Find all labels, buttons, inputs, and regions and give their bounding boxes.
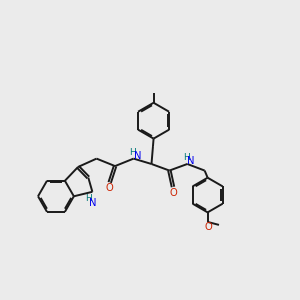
Text: O: O — [105, 183, 113, 193]
Text: H: H — [130, 148, 136, 157]
Text: O: O — [204, 222, 212, 232]
Text: N: N — [89, 198, 97, 208]
Text: N: N — [188, 156, 195, 166]
Text: H: H — [183, 153, 190, 162]
Text: O: O — [170, 188, 178, 198]
Text: N: N — [134, 151, 141, 160]
Text: H: H — [85, 194, 92, 203]
